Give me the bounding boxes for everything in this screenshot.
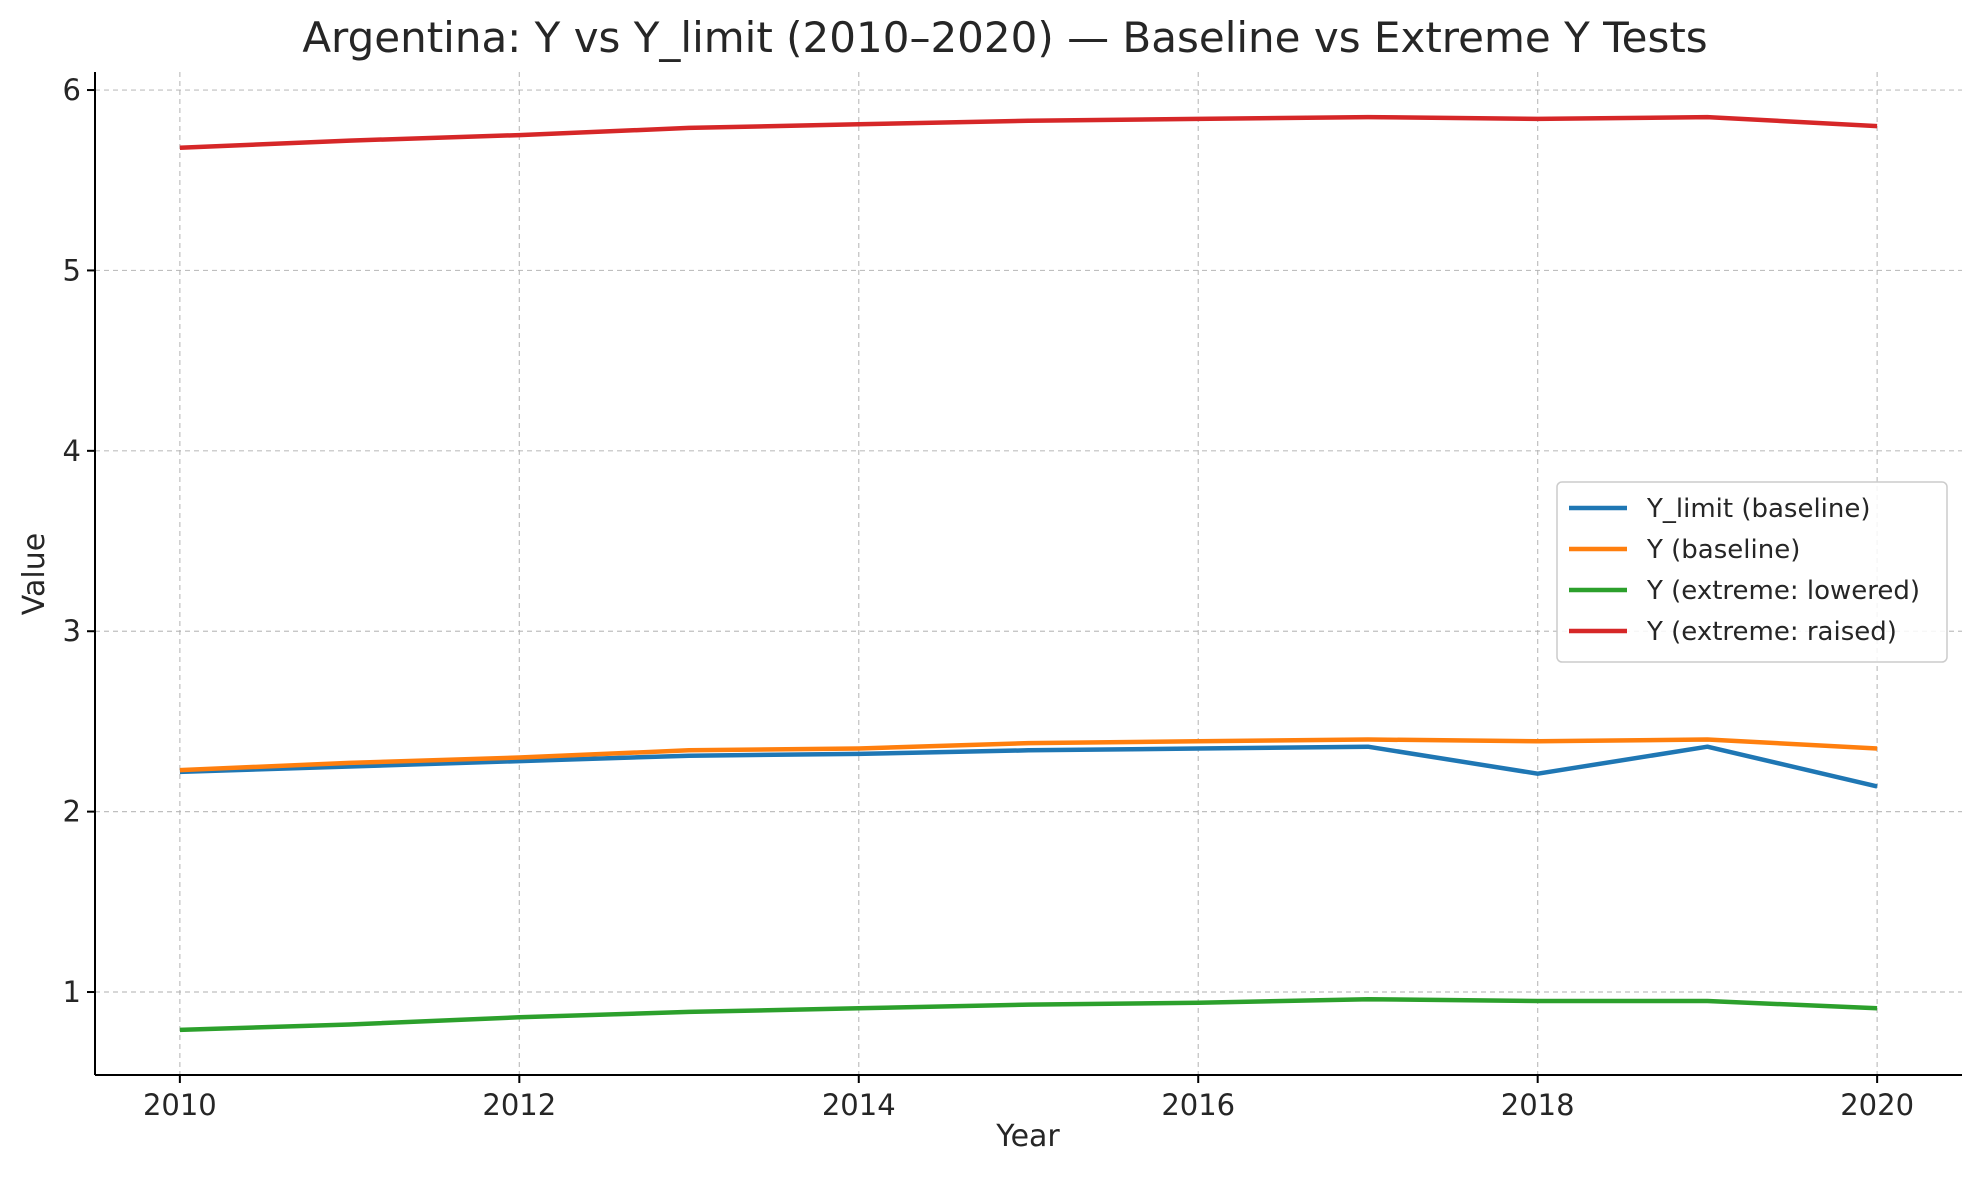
x-tick-label: 2016 <box>1161 1088 1235 1122</box>
y-tick-label: 1 <box>63 975 81 1009</box>
series-line-1 <box>179 744 1878 789</box>
series-line-4 <box>179 114 1878 151</box>
legend-label-3: Y (extreme: lowered) <box>1646 576 1920 606</box>
x-tick-label: 2010 <box>143 1088 217 1122</box>
y-tick-label: 6 <box>63 73 81 107</box>
legend-label-4: Y (extreme: raised) <box>1646 617 1897 647</box>
x-tick-label: 2012 <box>482 1088 556 1122</box>
y-tick-label: 3 <box>63 614 81 648</box>
y-tick-label: 4 <box>63 434 81 468</box>
series-line-2 <box>179 737 1878 773</box>
x-tick-label: 2018 <box>1501 1088 1575 1122</box>
chart-title: Argentina: Y vs Y_limit (2010–2020) — Ba… <box>302 13 1707 62</box>
y-tick-label: 5 <box>63 253 81 287</box>
legend-frame <box>1556 481 1948 663</box>
legend: Y_limit (baseline) Y (baseline) Y (extreme… <box>1556 481 1948 663</box>
y-axis-label: Value <box>17 533 52 615</box>
x-tick-label: 2014 <box>822 1088 896 1122</box>
x-axis-ticks: 2010 2012 2014 2016 2018 2020 <box>143 1075 1914 1122</box>
x-tick-label: 2020 <box>1840 1088 1914 1122</box>
x-axis-label: Year <box>995 1119 1060 1154</box>
axes <box>94 72 1962 1076</box>
legend-label-1: Y_limit (baseline) <box>1646 494 1871 524</box>
series-lines <box>179 114 1878 1033</box>
y-tick-label: 2 <box>63 795 81 829</box>
y-axis-ticks: 1 2 3 4 5 6 <box>63 73 95 1009</box>
series-line-3 <box>179 996 1878 1033</box>
legend-label-2: Y (baseline) <box>1646 535 1800 565</box>
